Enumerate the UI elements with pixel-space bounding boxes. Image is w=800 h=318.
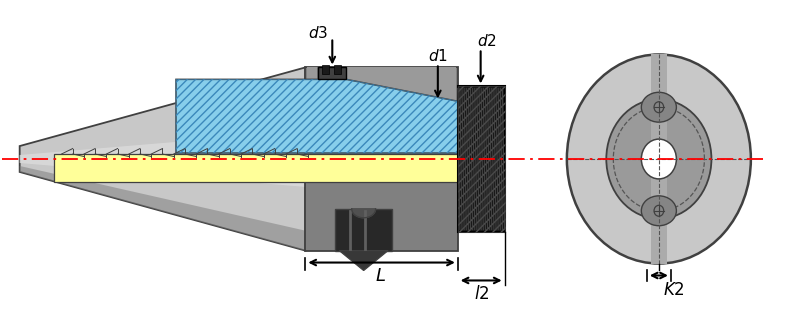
- Ellipse shape: [642, 139, 676, 179]
- Ellipse shape: [642, 92, 676, 122]
- Bar: [458, 86, 505, 232]
- Text: $d1$: $d1$: [428, 48, 448, 65]
- Ellipse shape: [567, 54, 751, 264]
- Polygon shape: [20, 166, 306, 251]
- Ellipse shape: [642, 196, 676, 226]
- Polygon shape: [352, 209, 376, 218]
- Text: $l2$: $l2$: [474, 285, 490, 303]
- Bar: [335, 209, 392, 251]
- Polygon shape: [20, 67, 306, 251]
- Bar: [322, 66, 330, 74]
- Text: $L$: $L$: [374, 267, 386, 286]
- Bar: [334, 66, 342, 74]
- Bar: [54, 154, 458, 182]
- Bar: [651, 54, 666, 264]
- Text: $d3$: $d3$: [309, 24, 329, 40]
- Bar: [306, 67, 458, 251]
- Bar: [307, 67, 456, 159]
- Polygon shape: [339, 251, 388, 271]
- Ellipse shape: [606, 99, 711, 219]
- Text: $K2$: $K2$: [663, 281, 685, 300]
- Bar: [318, 67, 346, 80]
- Bar: [458, 86, 505, 232]
- Polygon shape: [20, 131, 306, 187]
- Text: $d2$: $d2$: [477, 33, 497, 50]
- Polygon shape: [176, 67, 458, 153]
